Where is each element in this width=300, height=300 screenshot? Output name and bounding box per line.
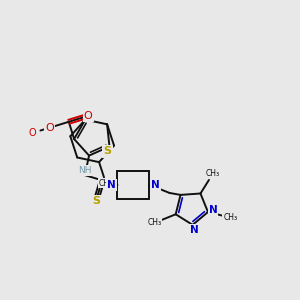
- Text: O: O: [45, 123, 54, 133]
- Text: N: N: [190, 225, 199, 235]
- Text: CH₃: CH₃: [99, 178, 113, 188]
- Text: CH₃: CH₃: [223, 213, 237, 222]
- Text: NH: NH: [78, 166, 92, 175]
- Text: N: N: [208, 205, 217, 215]
- Text: S: S: [103, 146, 112, 157]
- Text: S: S: [92, 196, 100, 206]
- Text: CH₃: CH₃: [206, 169, 220, 178]
- Text: N: N: [107, 180, 116, 190]
- Text: O: O: [29, 128, 37, 138]
- Text: O: O: [84, 111, 93, 121]
- Text: N: N: [151, 180, 160, 190]
- Text: CH₃: CH₃: [147, 218, 161, 227]
